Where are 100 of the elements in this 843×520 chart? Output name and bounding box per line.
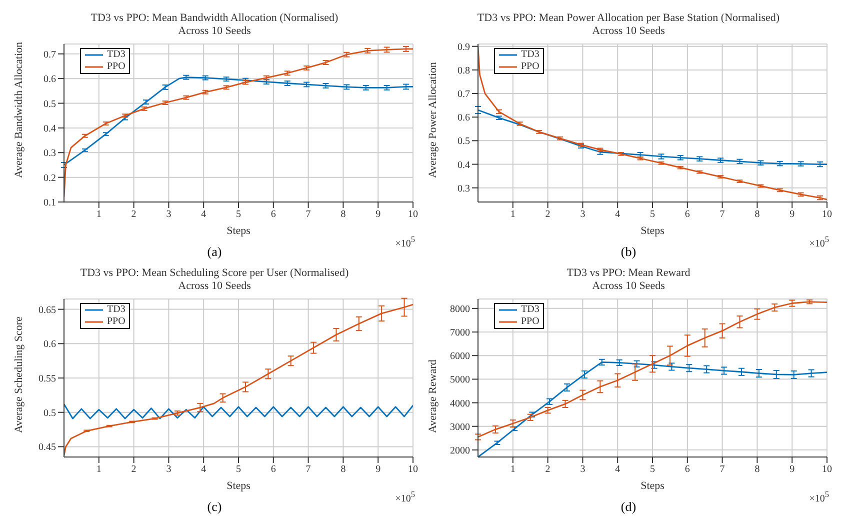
- x-tick-label: 1: [96, 464, 102, 476]
- x-tick-label: 7: [306, 464, 311, 476]
- legend-label: PPO: [521, 316, 540, 328]
- y-tick-label: 0.4: [44, 123, 56, 134]
- text: ×10$^{5}$: [809, 235, 829, 250]
- x-tick-label: 9: [376, 464, 381, 476]
- x-tick-label: 3: [580, 464, 586, 476]
- text: ×10$^{5}$: [395, 490, 415, 504]
- x-tick-label: 7: [720, 209, 725, 220]
- x-axis-title: Steps: [640, 480, 664, 492]
- x-tick-label: 4: [615, 464, 620, 476]
- x-tick-label: 4: [615, 209, 620, 220]
- y-tick-label: 0.3: [458, 183, 470, 194]
- legend-label: PPO: [107, 316, 126, 328]
- legend-label: PPO: [107, 61, 126, 73]
- x-tick-label: 8: [340, 209, 346, 220]
- x-tick-label: 8: [754, 464, 760, 476]
- x-tick-label: 3: [166, 209, 172, 220]
- x-tick-label: 1: [96, 209, 102, 220]
- text: (a): [207, 244, 222, 259]
- y-tick-label: 7000: [450, 328, 470, 339]
- x-tick-label: 1: [510, 209, 516, 220]
- x-tick-label: 3: [166, 464, 172, 476]
- x-tick-label: 8: [754, 209, 760, 220]
- y-tick-label: 0.7: [458, 89, 470, 100]
- y-tick-label: 0.5: [44, 98, 56, 110]
- line-series: [64, 403, 413, 420]
- y-tick-label: 0.4: [458, 160, 470, 171]
- y-tick-label: 0.1: [44, 198, 56, 209]
- x-tick-label: 6: [270, 209, 276, 220]
- legend-label: TD3: [521, 49, 540, 61]
- y-tick-label: 3000: [450, 422, 470, 433]
- chart-title: TD3 vs PPO: Mean Bandwidth Allocation (Normalised): [90, 12, 340, 25]
- x-tick-label: 5: [650, 464, 655, 476]
- x-tick-label: 1: [510, 464, 516, 476]
- x-axis-title: Steps: [226, 480, 250, 492]
- x-tick-label: 2: [545, 209, 550, 220]
- y-tick-label: 8000: [450, 304, 470, 315]
- chart-subtitle: Across 10 Seeds: [177, 25, 252, 38]
- x-tick-label: 9: [376, 209, 381, 220]
- x-tick-label: 5: [236, 464, 241, 476]
- y-tick-label: 2000: [450, 445, 470, 456]
- x-tick-label: 4: [201, 464, 206, 476]
- x-tick-label: 2: [131, 464, 136, 476]
- x-tick-label: 10: [408, 209, 418, 220]
- y-tick-label: 0.3: [44, 148, 56, 160]
- text: (d): [620, 499, 636, 514]
- x-tick-label: 6: [270, 464, 276, 476]
- x-tick-label: 9: [790, 464, 795, 476]
- x-tick-label: 2: [131, 209, 136, 220]
- x-tick-label: 2: [545, 464, 550, 476]
- text: ×10$^{5}$: [395, 235, 415, 250]
- line-series: [64, 48, 413, 198]
- y-tick-label: 0.5: [458, 136, 470, 148]
- x-axis-title: Steps: [640, 225, 664, 237]
- y-tick-label: 0.6: [44, 74, 56, 86]
- x-tick-label: 6: [684, 209, 690, 220]
- y-tick-label: 6000: [450, 351, 470, 362]
- chart-subtitle: Across 10 Seeds: [591, 25, 666, 38]
- y-tick-label: 0.6: [44, 339, 56, 350]
- legend-label: PPO: [521, 61, 540, 73]
- y-tick-label: 0.5: [44, 408, 56, 419]
- text: ×10$^{5}$: [809, 490, 829, 504]
- text: (c): [207, 499, 222, 514]
- y-tick-label: 0.55: [38, 374, 56, 385]
- y-tick-label: 0.2: [44, 172, 56, 184]
- chart-title: TD3 vs PPO: Mean Reward: [566, 267, 692, 280]
- legend-label: TD3: [107, 49, 126, 61]
- y-tick-label: 0.9: [458, 42, 470, 53]
- line-series: [64, 76, 413, 166]
- y-axis-title: Average Bandwidth Allocation: [12, 41, 25, 178]
- x-tick-label: 6: [684, 464, 690, 476]
- text: (b): [620, 244, 636, 259]
- legend-label: TD3: [107, 304, 126, 316]
- x-tick-label: 5: [650, 209, 655, 220]
- chart-title: TD3 vs PPO: Mean Power Allocation per Base Station (Normalised): [476, 12, 781, 25]
- y-axis-title: Average Power Allocation: [426, 62, 439, 178]
- legend-label: TD3: [521, 304, 540, 316]
- x-tick-label: 3: [580, 209, 586, 220]
- x-tick-label: 10: [822, 209, 832, 220]
- line-series: [478, 109, 827, 165]
- chart-subtitle: Across 10 Seeds: [591, 280, 666, 293]
- y-tick-label: 0.8: [458, 65, 470, 76]
- y-axis-title: Average Scheduling Score: [12, 316, 25, 433]
- x-axis-title: Steps: [226, 225, 250, 237]
- chart-subtitle: Across 10 Seeds: [177, 280, 252, 293]
- y-tick-label: 5000: [450, 374, 470, 386]
- x-tick-label: 7: [720, 464, 725, 476]
- x-tick-label: 10: [822, 464, 832, 476]
- y-axis-title: Average Reward: [426, 359, 439, 433]
- x-tick-label: 7: [306, 209, 311, 220]
- y-tick-label: 4000: [450, 398, 470, 410]
- x-tick-label: 8: [340, 464, 346, 476]
- y-tick-label: 0.6: [458, 112, 470, 124]
- y-tick-label: 0.45: [38, 442, 56, 454]
- line-series: [478, 301, 827, 438]
- x-tick-label: 9: [790, 209, 795, 220]
- x-tick-label: 4: [201, 209, 206, 220]
- x-tick-label: 5: [236, 209, 241, 220]
- y-tick-label: 0.65: [38, 304, 56, 316]
